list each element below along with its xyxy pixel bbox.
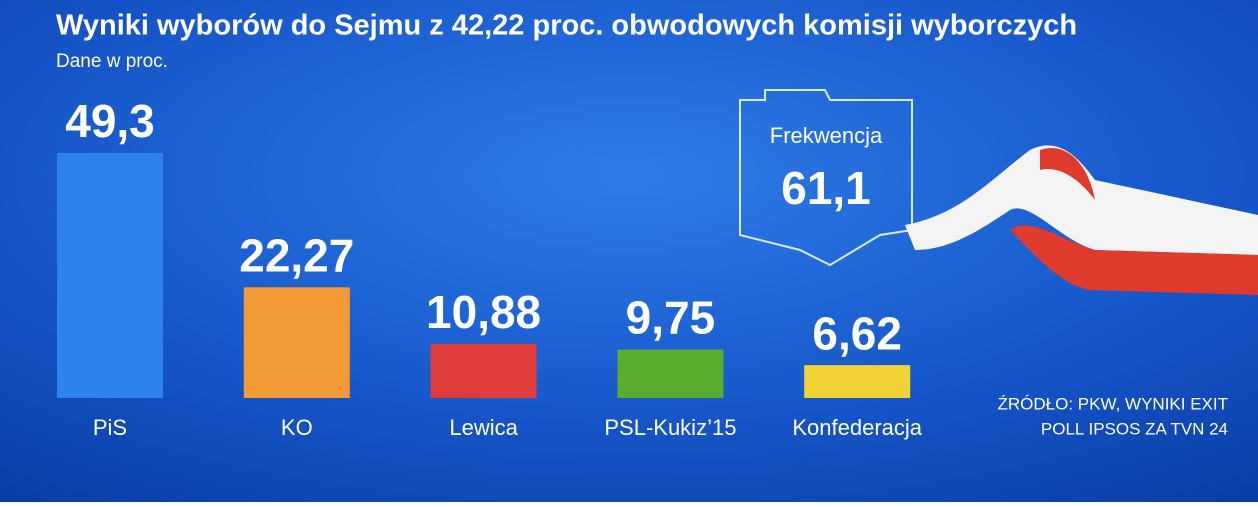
value-label: 6,62 — [812, 307, 902, 359]
value-label: 10,88 — [426, 286, 541, 338]
chart-title: Wyniki wyborów do Sejmu z 42,22 proc. ob… — [56, 10, 1077, 42]
bar — [57, 152, 163, 398]
bar — [804, 365, 911, 398]
x-tick-label: Lewica — [449, 415, 518, 440]
bar — [617, 349, 724, 398]
source-line: POLL IPSOS ZA TVN 24 — [1041, 419, 1228, 438]
x-tick-label: PSL-Kukiz’15 — [604, 415, 736, 440]
turnout-value: 61,1 — [781, 162, 871, 214]
x-tick-label: Konfederacja — [792, 415, 922, 440]
bar — [430, 343, 537, 398]
chart-subtitle: Dane w proc. — [56, 51, 168, 72]
value-label: 9,75 — [626, 292, 716, 344]
turnout-box — [739, 89, 913, 267]
x-tick-label: KO — [281, 415, 313, 440]
value-label: 49,3 — [65, 95, 155, 147]
flag-ribbon — [905, 145, 1258, 295]
bar — [243, 287, 350, 398]
turnout-label: Frekwencja — [770, 123, 883, 148]
source-line: ŹRÓDŁO: PKW, WYNIKI EXIT — [998, 394, 1228, 413]
x-tick-label: PiS — [93, 415, 127, 440]
value-label: 22,27 — [239, 229, 354, 281]
